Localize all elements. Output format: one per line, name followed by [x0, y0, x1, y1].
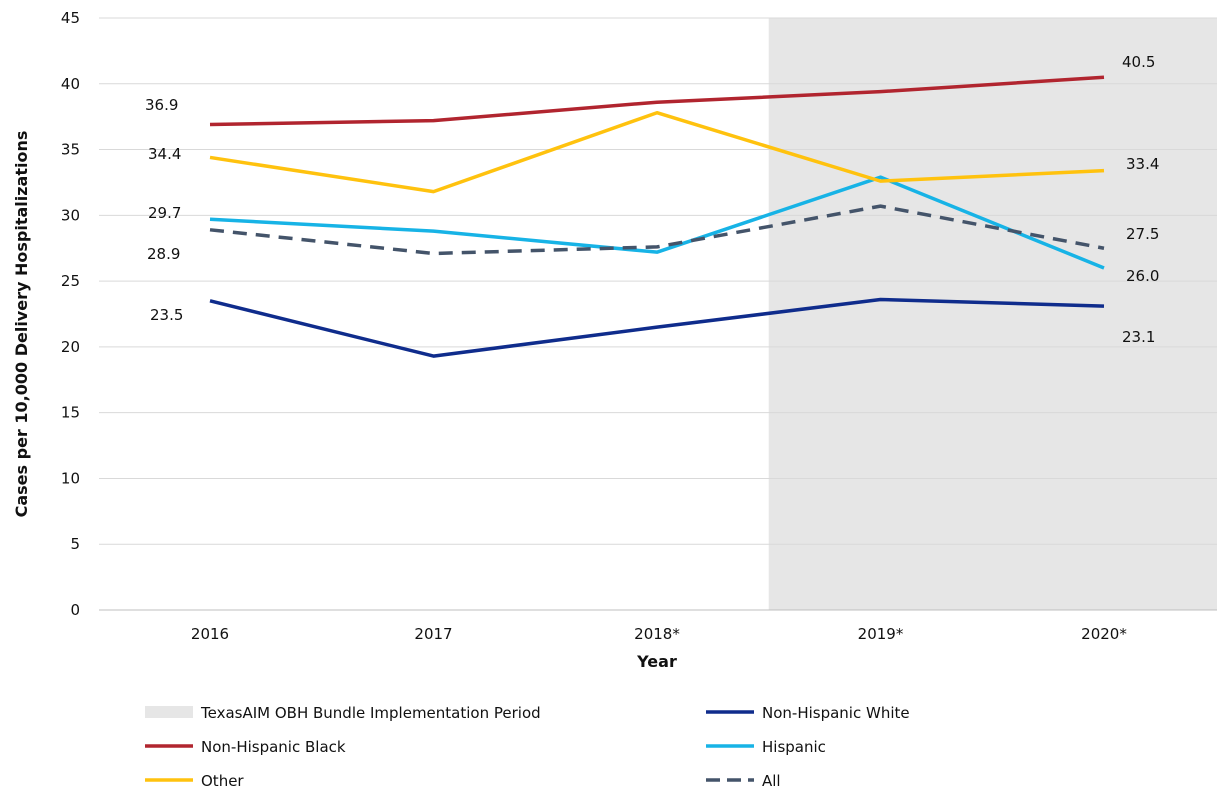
data-label-other-0: 34.4 — [148, 145, 181, 163]
x-tick-labels: 2016 2017 2018* 2019* 2020* — [191, 625, 1127, 643]
x-tick-label: 2020* — [1081, 625, 1127, 643]
y-tick-label: 10 — [61, 469, 80, 487]
x-axis-title: Year — [636, 652, 677, 671]
legend-item-texasaim-obh-bundle-implementation-period: TexasAIM OBH Bundle Implementation Perio… — [145, 704, 541, 722]
legend-label: Non-Hispanic White — [762, 704, 910, 722]
y-tick-label: 25 — [61, 272, 80, 290]
data-label-other-4: 33.4 — [1126, 155, 1159, 173]
series-line-other — [209, 110, 1105, 194]
legend: TexasAIM OBH Bundle Implementation Perio… — [145, 704, 910, 790]
series-line-all — [209, 204, 1105, 256]
y-axis-title: Cases per 10,000 Delivery Hospitalizatio… — [12, 131, 31, 518]
legend-label: Non-Hispanic Black — [201, 738, 346, 756]
y-tick-label: 5 — [70, 535, 80, 553]
x-tick-label: 2017 — [414, 625, 452, 643]
x-tick-label: 2016 — [191, 625, 229, 643]
y-tick-label: 40 — [61, 75, 80, 93]
implementation-period-shade — [768, 18, 1217, 610]
legend-item-non-hispanic-white: Non-Hispanic White — [706, 704, 910, 722]
data-label-non-hispanic-white-4: 23.1 — [1122, 328, 1155, 346]
y-tick-labels: 0 5 10 15 20 25 30 35 40 45 — [61, 9, 80, 619]
legend-label: TexasAIM OBH Bundle Implementation Perio… — [200, 704, 541, 722]
y-tick-label: 45 — [61, 9, 80, 27]
data-labels: 23.5 23.1 36.9 40.5 29.7 26.0 34.4 33.4 28.9 27.5 — [145, 53, 1159, 346]
y-tick-label: 0 — [70, 601, 80, 619]
legend-label: All — [762, 772, 781, 790]
data-label-non-hispanic-black-0: 36.9 — [145, 96, 178, 114]
legend-item-non-hispanic-black: Non-Hispanic Black — [145, 738, 346, 756]
series-line-hispanic — [209, 175, 1105, 270]
series-line-non-hispanic-white — [209, 297, 1105, 358]
series-lines — [209, 75, 1105, 358]
data-label-all-4: 27.5 — [1126, 225, 1159, 243]
legend-label: Other — [201, 772, 244, 790]
legend-item-hispanic: Hispanic — [706, 738, 826, 756]
y-tick-label: 15 — [61, 404, 80, 422]
gridlines — [99, 17, 1217, 611]
data-label-non-hispanic-black-4: 40.5 — [1122, 53, 1155, 71]
y-tick-label: 35 — [61, 141, 80, 159]
data-label-hispanic-4: 26.0 — [1126, 267, 1159, 285]
legend-item-other: Other — [145, 772, 244, 790]
data-label-non-hispanic-white-0: 23.5 — [150, 306, 183, 324]
shaded-region-layer — [768, 18, 1217, 610]
y-tick-label: 20 — [61, 338, 80, 356]
legend-label: Hispanic — [762, 738, 826, 756]
x-tick-label: 2018* — [634, 625, 680, 643]
legend-item-all: All — [706, 772, 781, 790]
series-line-non-hispanic-black — [209, 75, 1105, 127]
y-tick-label: 30 — [61, 206, 80, 224]
legend-swatch — [145, 706, 193, 718]
data-label-all-0: 28.9 — [147, 245, 180, 263]
data-label-hispanic-0: 29.7 — [148, 204, 181, 222]
x-tick-label: 2019* — [858, 625, 904, 643]
